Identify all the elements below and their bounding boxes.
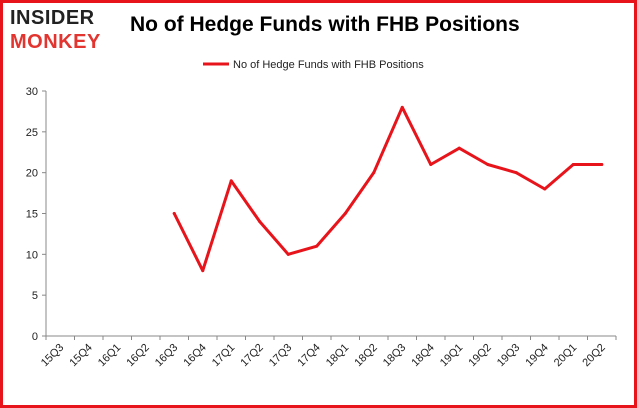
data-point (514, 171, 518, 175)
y-tick-label: 5 (32, 290, 38, 302)
data-point (600, 163, 604, 166)
legend: No of Hedge Funds with FHB Positions (203, 59, 424, 71)
y-tick-label: 20 (26, 168, 38, 180)
x-axis-ticks: 15Q3 15Q4 16Q1 16Q2 16Q3 16Q4 17Q1 17Q2 17Q3 17Q4… (39, 336, 617, 370)
x-tick-label: 19Q1 (438, 342, 466, 370)
y-tick-label: 0 (32, 331, 38, 343)
data-point (457, 146, 461, 150)
data-point (486, 163, 490, 166)
series-line-0 (172, 105, 604, 273)
x-tick-label: 20Q2 (580, 342, 608, 370)
y-tick-label: 10 (26, 249, 38, 261)
series-group (172, 105, 604, 273)
x-tick-label: 19Q4 (523, 342, 551, 370)
y-tick-label: 30 (26, 86, 38, 98)
x-tick-label: 18Q2 (352, 342, 380, 370)
x-tick-label: 20Q1 (552, 342, 580, 370)
x-tick-label: 15Q4 (67, 342, 95, 370)
data-point (201, 269, 205, 273)
data-point (543, 187, 547, 191)
y-tick-label: 25 (26, 127, 38, 139)
y-tick-label: 15 (26, 209, 38, 221)
x-tick-label: 17Q2 (238, 342, 266, 370)
data-point (571, 163, 575, 166)
axes (45, 91, 616, 337)
x-tick-label: 19Q3 (495, 342, 523, 370)
x-tick-label: 16Q1 (96, 342, 124, 370)
x-tick-label: 16Q4 (181, 342, 209, 370)
y-axis-ticks: 0 5 10 15 20 25 30 (26, 86, 46, 343)
x-tick-label: 17Q3 (267, 342, 295, 370)
chart-title: No of Hedge Funds with FHB Positions (130, 13, 520, 36)
data-point (315, 244, 319, 248)
data-point (343, 212, 347, 215)
x-tick-label: 19Q2 (466, 342, 494, 370)
data-point (229, 179, 233, 183)
data-point (372, 171, 376, 175)
data-point (258, 220, 262, 224)
legend-label: No of Hedge Funds with FHB Positions (233, 59, 424, 71)
x-tick-label: 18Q4 (409, 342, 437, 370)
x-tick-label: 16Q3 (153, 342, 181, 370)
data-point (286, 252, 290, 256)
logo-text-insider: INSIDER (10, 7, 95, 29)
logo-text-monkey: MONKEY (10, 31, 101, 52)
insider-monkey-logo: INSIDER MONKEY (10, 7, 101, 52)
x-tick-label: 17Q1 (210, 342, 238, 370)
x-tick-label: 17Q4 (295, 342, 323, 370)
x-tick-label: 18Q1 (324, 342, 352, 370)
data-point (429, 163, 433, 166)
data-point (172, 212, 176, 215)
x-tick-label: 18Q3 (381, 342, 409, 370)
x-tick-label: 15Q3 (39, 342, 67, 370)
data-point (400, 105, 404, 109)
x-tick-label: 16Q2 (124, 342, 152, 370)
